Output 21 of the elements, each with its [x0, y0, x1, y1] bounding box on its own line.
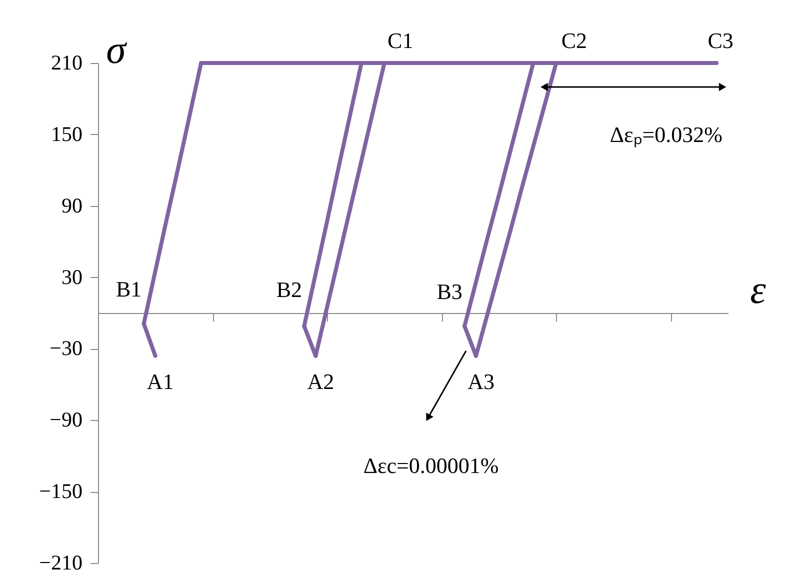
y-tick-label: 210 [51, 50, 82, 74]
annotation: B1 [116, 276, 142, 302]
y-tick-label: −150 [39, 479, 82, 504]
text: C3 [708, 28, 734, 53]
y-tick-label: −30 [50, 336, 82, 360]
annotation: Δεₚ=0.032% [610, 122, 722, 148]
annotation: Δεc=0.00001% [363, 452, 499, 478]
y-tick-label: −210 [39, 550, 82, 574]
y-tick-label: 90 [62, 193, 82, 218]
annotation: B3 [436, 279, 462, 304]
y-axis-title: σ [106, 27, 128, 72]
annotation: B2 [276, 277, 302, 302]
text: C2 [561, 28, 588, 53]
text: C1 [388, 28, 414, 53]
y-tick-label: 150 [51, 122, 82, 146]
x-axis-title: ε [750, 267, 766, 312]
annotation: A1 [146, 368, 174, 394]
y-tick-label: −90 [50, 408, 82, 432]
annotation: A2 [307, 368, 334, 394]
annotation: A3 [468, 368, 494, 394]
y-tick-label: 30 [62, 264, 82, 289]
